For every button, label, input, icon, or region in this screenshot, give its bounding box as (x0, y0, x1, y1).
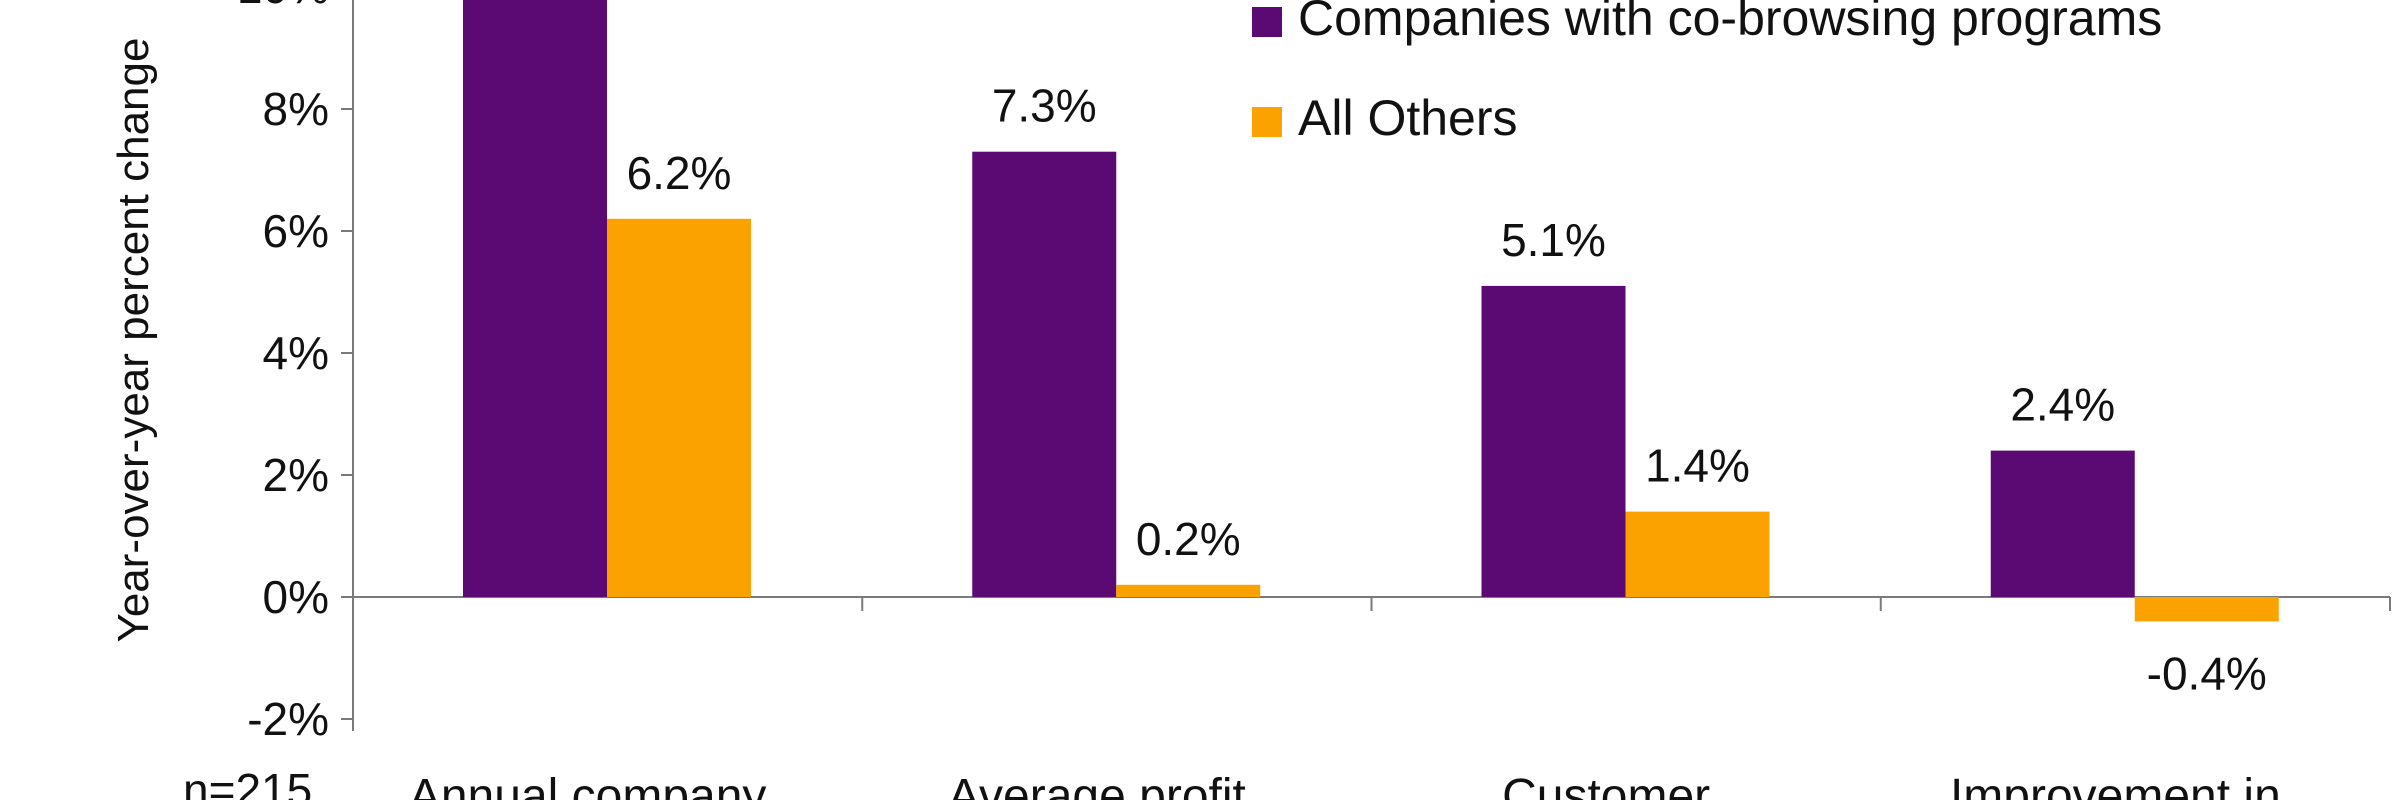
bar (972, 151, 1117, 597)
bar (463, 0, 607, 598)
category-label: Customer (1502, 770, 1710, 800)
y-tick-label: 4% (263, 327, 329, 379)
bar (1625, 511, 1770, 597)
bar-value-label: 5.1% (1501, 214, 1606, 266)
legend-label: Companies with co-browsing programs (1298, 0, 2162, 46)
bar (1116, 584, 1261, 597)
bar (607, 218, 751, 598)
axes: -2% 0% 2% 4% 6% 8% 10% Annual company Average pr… (237, 0, 2391, 800)
bar-value-label: -0.4% (2147, 647, 2267, 699)
sample-size-note: n=215 (183, 764, 312, 800)
bar-value-label: 0.2% (1136, 513, 1241, 565)
data-labels: 6.2% 7.3% 0.2% 5.1% 1.4% 2.4% -0.4% (627, 80, 2267, 700)
category-label: Average profit (948, 770, 1246, 800)
bar (2134, 597, 2279, 622)
legend-swatch (1252, 7, 1282, 37)
y-tick-label: -2% (247, 693, 329, 745)
y-axis-label: Year-over-year percent change (109, 38, 158, 643)
bar-value-label: 6.2% (627, 147, 732, 199)
bar-value-label: 1.4% (1645, 440, 1750, 492)
category-label: Improvement in (1950, 770, 2281, 800)
bar-value-label: 2.4% (2010, 379, 2115, 431)
legend: Companies with co-browsing programs All O… (1252, 0, 2162, 146)
bar-value-label: 7.3% (992, 80, 1097, 132)
y-tick-label: 2% (263, 449, 329, 501)
legend-label: All Others (1298, 90, 1518, 146)
y-tick-label: 10% (237, 0, 329, 13)
bars (463, 0, 2279, 622)
bar (1481, 285, 1626, 597)
category-label: Annual company (409, 770, 767, 800)
y-tick-label: 8% (263, 83, 329, 135)
bar (1990, 450, 2135, 597)
legend-swatch (1252, 107, 1282, 137)
y-tick-label: 0% (263, 571, 329, 623)
y-tick-label: 6% (263, 205, 329, 257)
